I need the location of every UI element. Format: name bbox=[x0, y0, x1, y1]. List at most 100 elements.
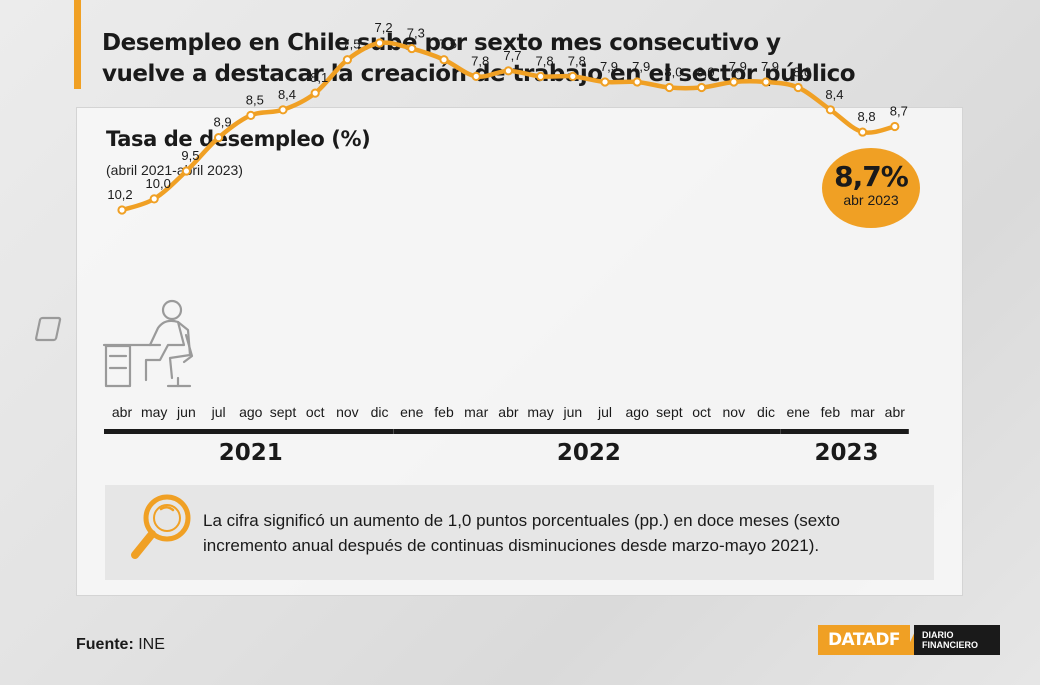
data-label: 7,8 bbox=[471, 53, 489, 68]
year-label: 2023 bbox=[814, 440, 879, 466]
year-label: 2021 bbox=[218, 440, 283, 466]
month-tick-label: oct bbox=[692, 404, 711, 420]
worker-desk-icon bbox=[34, 299, 194, 388]
data-point bbox=[214, 133, 224, 143]
month-tick-label: may bbox=[527, 404, 553, 420]
headline-line-1: Desempleo en Chile sube por sexto mes co… bbox=[102, 30, 781, 56]
data-point bbox=[407, 43, 417, 54]
month-tick-label: nov bbox=[336, 404, 359, 420]
data-label: 8,8 bbox=[858, 109, 876, 124]
year-bar bbox=[780, 429, 909, 434]
data-label: 8,0 bbox=[697, 65, 715, 80]
data-label: 7,8 bbox=[536, 53, 554, 68]
data-label: 7,2 bbox=[375, 20, 393, 35]
magnifier-icon bbox=[131, 494, 191, 559]
month-tick-label: abr bbox=[112, 404, 133, 420]
month-tick-label: abr bbox=[885, 404, 906, 420]
year-label: 2022 bbox=[556, 440, 621, 466]
data-point bbox=[181, 166, 191, 176]
month-tick-label: ene bbox=[400, 404, 424, 420]
data-point bbox=[761, 77, 771, 87]
month-tick-label: abr bbox=[498, 404, 519, 420]
data-label: 10,2 bbox=[107, 187, 132, 202]
data-point bbox=[117, 205, 127, 215]
note-text: La cifra significó un aumento de 1,0 pun… bbox=[203, 511, 840, 555]
data-point bbox=[310, 88, 320, 98]
month-tick-label: ago bbox=[626, 404, 650, 420]
data-label: 7,9 bbox=[600, 59, 618, 74]
month-tick-label: jul bbox=[597, 404, 612, 420]
data-label: 7,9 bbox=[761, 59, 779, 74]
month-tick-label: feb bbox=[821, 404, 841, 420]
data-label: 7,9 bbox=[632, 59, 650, 74]
data-point bbox=[375, 38, 385, 48]
month-tick-label: sept bbox=[656, 404, 683, 420]
data-point bbox=[246, 110, 256, 120]
data-point bbox=[825, 105, 836, 115]
data-label: 8,0 bbox=[664, 65, 682, 80]
month-tick-label: ene bbox=[787, 404, 811, 420]
data-point bbox=[342, 55, 352, 65]
data-label: 8,4 bbox=[278, 87, 296, 102]
data-labels: 10,2 10,0 9,5 8,9 8,5 8,4 8,1 7,5 7,2 7,3 7,5 7,8 7,… bbox=[107, 20, 907, 202]
badge-value: 8,7% bbox=[834, 160, 909, 193]
month-tick-label: mar bbox=[464, 404, 488, 420]
data-label: 7,9 bbox=[729, 59, 747, 74]
badge-label: abr 2023 bbox=[843, 192, 899, 208]
data-label: 7,8 bbox=[568, 53, 586, 68]
month-tick-label: ago bbox=[239, 404, 263, 420]
source-value: INE bbox=[138, 636, 165, 653]
data-label: 9,5 bbox=[181, 148, 199, 163]
chart-title: Tasa de desempleo (%) bbox=[106, 127, 371, 151]
logo-brand: DIARIO FINANCIERO bbox=[914, 625, 1000, 655]
data-point bbox=[697, 82, 707, 93]
data-point bbox=[568, 71, 578, 82]
data-point bbox=[600, 77, 610, 87]
month-tick-label: feb bbox=[434, 404, 454, 420]
month-tick-label: nov bbox=[723, 404, 746, 420]
year-bars bbox=[104, 429, 909, 434]
logo-data-text: DATADF bbox=[818, 625, 910, 655]
month-tick-label: dic bbox=[757, 404, 775, 420]
data-label: 7,5 bbox=[342, 37, 360, 52]
source: Fuente: INE bbox=[76, 636, 165, 654]
source-label: Fuente: bbox=[76, 636, 134, 653]
chart-subtitle: (abril 2021-abril 2023) bbox=[106, 162, 243, 178]
data-point bbox=[858, 127, 868, 137]
month-tick-label: jun bbox=[562, 404, 582, 420]
latest-value-badge: 8,7% abr 2023 bbox=[822, 148, 920, 228]
data-point bbox=[471, 71, 481, 82]
data-label: 8,0 bbox=[793, 65, 811, 80]
data-point bbox=[729, 77, 739, 87]
month-tick-label: may bbox=[141, 404, 167, 420]
data-label: 7,3 bbox=[407, 26, 425, 41]
data-point bbox=[503, 66, 513, 76]
data-point bbox=[536, 71, 546, 82]
title-accent-bar bbox=[74, 0, 81, 89]
data-point bbox=[439, 55, 449, 65]
month-tick-label: sept bbox=[270, 404, 297, 420]
data-point bbox=[149, 194, 159, 204]
data-point bbox=[890, 121, 900, 132]
month-tick-label: mar bbox=[851, 404, 875, 420]
data-label: 8,5 bbox=[246, 92, 264, 107]
data-point bbox=[793, 82, 803, 93]
month-tick-labels: abr may jun jul ago sept oct nov dic ene feb mar abr… bbox=[112, 404, 905, 420]
logo-brand-line-1: DIARIO bbox=[922, 630, 954, 640]
year-bar bbox=[393, 429, 780, 434]
data-point bbox=[278, 105, 288, 115]
data-point bbox=[664, 82, 675, 93]
month-tick-label: oct bbox=[306, 404, 325, 420]
month-tick-label: dic bbox=[371, 404, 389, 420]
data-label: 8,4 bbox=[825, 87, 843, 102]
data-label: 8,1 bbox=[310, 70, 328, 85]
month-tick-label: jul bbox=[211, 404, 226, 420]
data-label: 7,5 bbox=[439, 37, 457, 52]
data-points bbox=[117, 38, 900, 215]
data-label: 7,7 bbox=[503, 48, 521, 63]
logo-brand-line-2: FINANCIERO bbox=[922, 640, 978, 650]
note-box bbox=[105, 485, 934, 580]
data-point bbox=[632, 77, 642, 87]
month-tick-label: jun bbox=[176, 404, 196, 420]
